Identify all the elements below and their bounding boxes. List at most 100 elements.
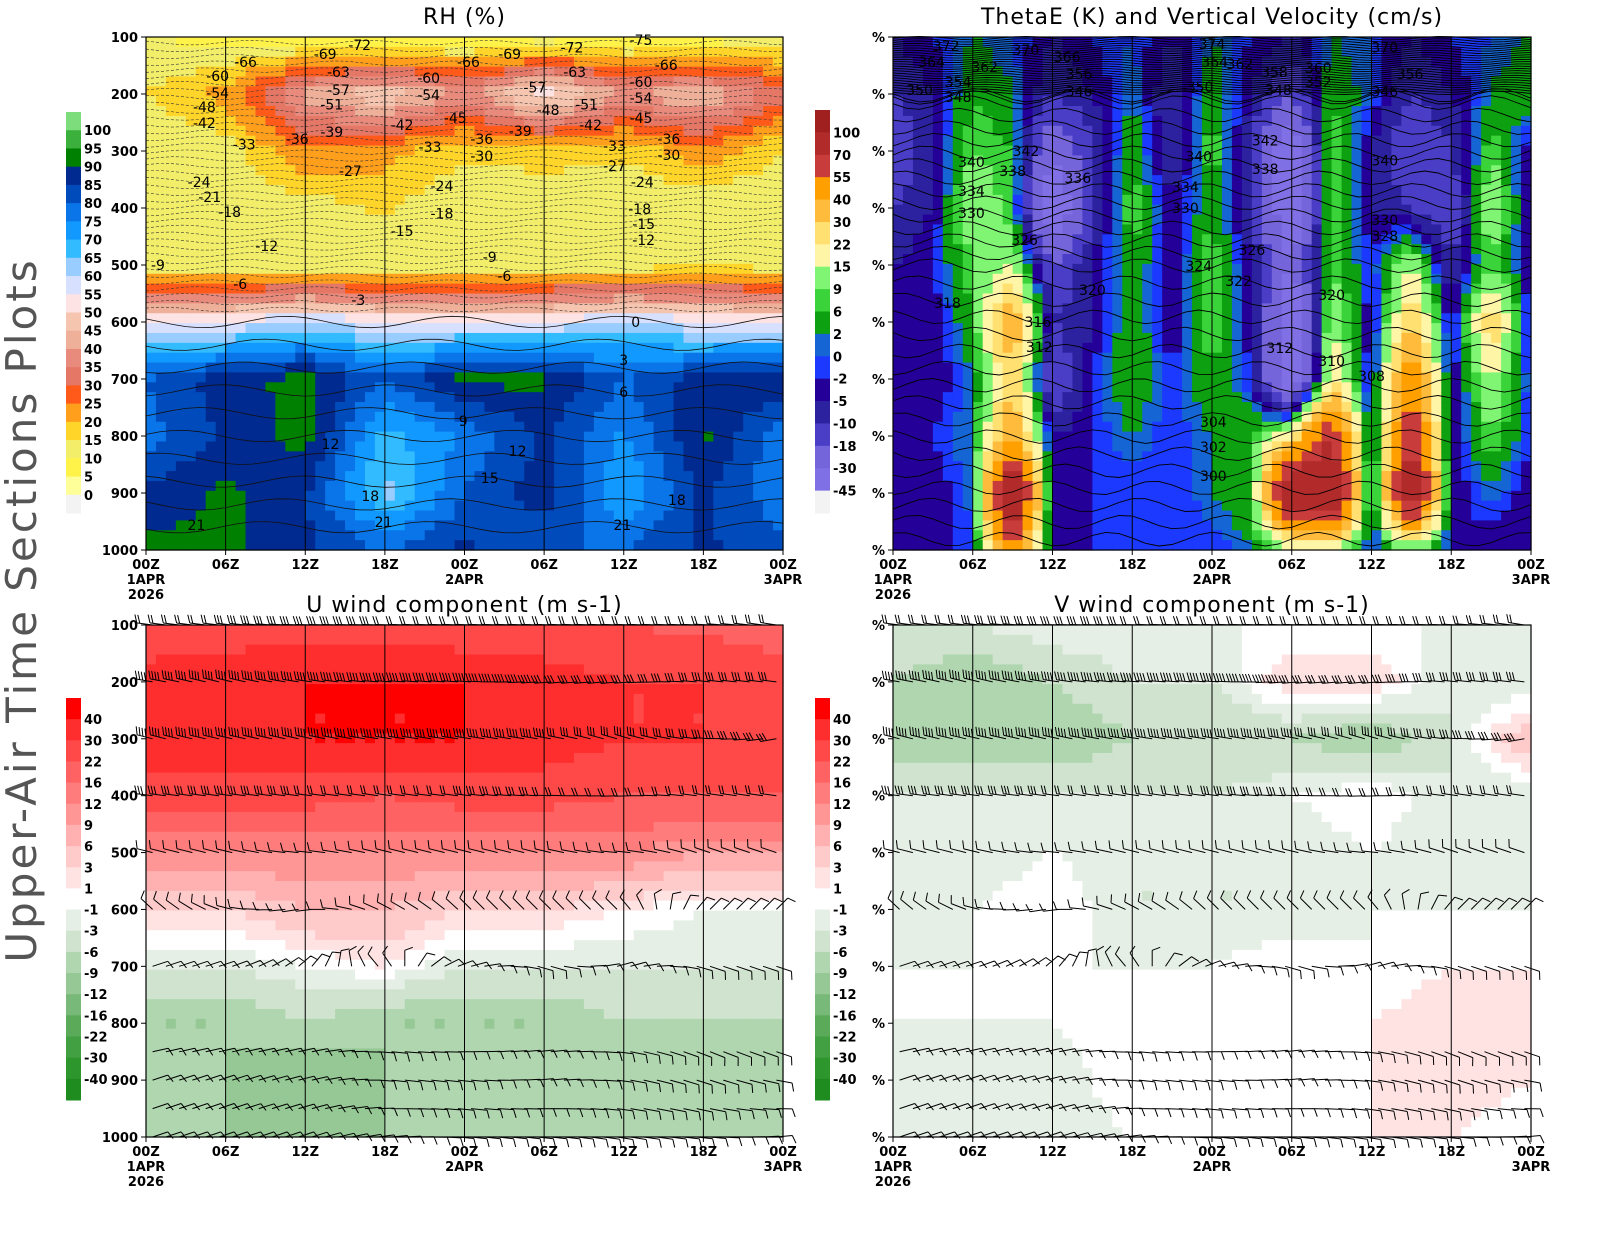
heatmap-cell — [713, 343, 724, 353]
heatmap-cell — [534, 382, 545, 392]
heatmap-cell — [335, 481, 346, 491]
heatmap-cell — [156, 106, 167, 116]
heatmap-cell — [703, 422, 714, 432]
heatmap-cell — [554, 441, 565, 451]
heatmap-cell — [1102, 165, 1113, 175]
heatmap-cell — [1053, 412, 1064, 422]
heatmap-cell — [1132, 392, 1143, 402]
heatmap-cell — [166, 372, 177, 382]
heatmap-cell — [275, 471, 286, 481]
heatmap-cell — [584, 313, 595, 323]
heatmap-cell — [1013, 333, 1024, 343]
heatmap-cell — [1122, 274, 1133, 284]
heatmap-cell — [355, 471, 366, 481]
heatmap-cell — [325, 284, 336, 294]
heatmap-cell — [923, 363, 934, 373]
heatmap-cell — [634, 461, 645, 471]
contour-label: -63 — [327, 65, 350, 81]
heatmap-cell — [574, 205, 585, 215]
heatmap-cell — [703, 313, 714, 323]
heatmap-cell — [953, 353, 964, 363]
heatmap-cell — [186, 402, 197, 412]
heatmap-cell — [176, 412, 187, 422]
heatmap-cell — [295, 501, 306, 511]
heatmap-cell — [226, 343, 237, 353]
heatmap-cell — [683, 461, 694, 471]
heatmap-cell — [664, 224, 675, 234]
heatmap-cell — [1082, 353, 1093, 363]
heatmap-cell — [315, 402, 326, 412]
heatmap-cell — [564, 195, 575, 205]
heatmap-cell — [455, 264, 466, 274]
heatmap-cell — [683, 303, 694, 313]
heatmap-cell — [1082, 313, 1093, 323]
heatmap-cell — [375, 146, 386, 156]
heatmap-cell — [1122, 441, 1133, 451]
heatmap-cell — [325, 471, 336, 481]
heatmap-cell — [893, 520, 904, 530]
heatmap-cell — [604, 333, 615, 343]
heatmap-cell — [584, 540, 595, 550]
heatmap-cell — [236, 520, 247, 530]
heatmap-cell — [226, 155, 237, 165]
heatmap-cell — [524, 422, 535, 432]
heatmap-cell — [295, 106, 306, 116]
heatmap-cell — [943, 363, 954, 373]
heatmap-cell — [395, 363, 406, 373]
heatmap-cell — [943, 106, 954, 116]
heatmap-cell — [963, 412, 974, 422]
heatmap-cell — [654, 185, 665, 195]
heatmap-cell — [933, 540, 944, 550]
heatmap-cell — [1092, 481, 1103, 491]
heatmap-cell — [1003, 323, 1014, 333]
heatmap-cell — [176, 126, 187, 136]
heatmap-cell — [1162, 422, 1173, 432]
heatmap-cell — [1122, 126, 1133, 136]
heatmap-cell — [236, 363, 247, 373]
heatmap-cell — [275, 530, 286, 540]
heatmap-cell — [325, 461, 336, 471]
heatmap-cell — [723, 76, 734, 86]
heatmap-cell — [176, 116, 187, 126]
heatmap-cell — [315, 491, 326, 501]
heatmap-cell — [295, 313, 306, 323]
heatmap-cell — [335, 461, 346, 471]
heatmap-cell — [683, 511, 694, 521]
heatmap-cell — [176, 353, 187, 363]
heatmap-cell — [713, 481, 724, 491]
heatmap-cell — [683, 323, 694, 333]
heatmap-cell — [395, 175, 406, 185]
colorbar-label: 25 — [84, 398, 102, 413]
heatmap-cell — [1013, 284, 1024, 294]
heatmap-cell — [654, 520, 665, 530]
heatmap-cell — [445, 155, 456, 165]
heatmap-cell — [1112, 303, 1123, 313]
heatmap-cell — [345, 146, 356, 156]
heatmap-cell — [265, 284, 276, 294]
y-tick-label: 600 — [111, 316, 138, 331]
heatmap-cell — [1102, 126, 1113, 136]
heatmap-cell — [534, 530, 545, 540]
heatmap-cell — [544, 313, 555, 323]
colorbar-swatch — [66, 240, 81, 259]
heatmap-cell — [375, 333, 386, 343]
heatmap-cell — [733, 136, 744, 146]
heatmap-cell — [484, 402, 495, 412]
heatmap-cell — [923, 432, 934, 442]
heatmap-cell — [465, 402, 476, 412]
heatmap-cell — [315, 520, 326, 530]
heatmap-cell — [594, 392, 605, 402]
heatmap-cell — [743, 363, 754, 373]
heatmap-cell — [743, 106, 754, 116]
heatmap-cell — [315, 313, 326, 323]
heatmap-cell — [255, 382, 266, 392]
heatmap-cell — [355, 76, 366, 86]
heatmap-cell — [723, 205, 734, 215]
heatmap-cell — [604, 67, 615, 77]
heatmap-cell — [634, 501, 645, 511]
heatmap-cell — [773, 511, 784, 521]
heatmap-cell — [305, 441, 316, 451]
heatmap-cell — [425, 224, 436, 234]
heatmap-cell — [973, 363, 984, 373]
heatmap-cell — [206, 491, 217, 501]
